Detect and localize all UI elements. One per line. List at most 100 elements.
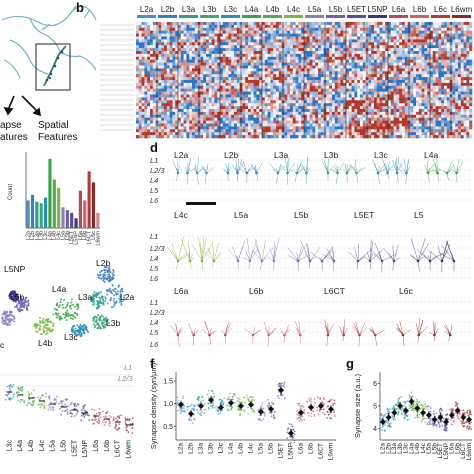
heatmap-cell — [379, 71, 383, 75]
heatmap-cell — [393, 42, 397, 46]
heatmap-cell — [455, 71, 459, 75]
heatmap-cell — [245, 71, 249, 75]
heatmap-cell — [357, 53, 361, 58]
umap-point — [120, 287, 123, 290]
heatmap-cell — [270, 88, 274, 92]
heatmap-cell — [264, 68, 268, 72]
heatmap-cell — [248, 51, 252, 55]
heatmap-cell — [217, 111, 221, 116]
heatmap-cell — [463, 123, 467, 127]
heatmap-cell — [211, 135, 215, 139]
heatmap-cell — [348, 22, 352, 26]
heatmap-cell — [164, 120, 168, 124]
heatmap-cell — [360, 45, 364, 49]
heatmap-cell — [371, 22, 375, 26]
heatmap-cell — [371, 33, 375, 37]
heatmap-cell — [410, 36, 414, 40]
heatmap-cell — [290, 132, 294, 136]
heatmap-cell — [236, 100, 240, 104]
heatmap-cell — [186, 39, 190, 43]
heatmap-cell — [444, 59, 448, 63]
heatmap-cell — [393, 126, 397, 130]
heatmap-cell — [332, 103, 336, 107]
heatmap-cell — [192, 135, 196, 139]
heatmap-cell — [446, 88, 450, 92]
heatmap-cell — [376, 74, 380, 78]
heatmap-cell — [287, 135, 291, 139]
heatmap-cell — [334, 82, 338, 87]
heatmap-cell — [404, 39, 408, 43]
heatmap-cell — [180, 65, 184, 69]
heatmap-cell — [301, 85, 305, 89]
heatmap-cell — [250, 80, 254, 84]
heatmap-cell — [147, 59, 151, 63]
heatmap-cell — [220, 97, 224, 101]
heatmap-cell — [424, 56, 428, 60]
heatmap-cell — [245, 22, 249, 26]
heatmap-cell — [186, 53, 190, 58]
heatmap-cell — [466, 135, 470, 139]
heatmap-cell — [320, 48, 324, 52]
heatmap-cell — [141, 74, 145, 78]
heatmap-cell — [458, 103, 462, 107]
heatmap-cell — [334, 30, 338, 34]
heatmap-cell — [186, 45, 190, 49]
heatmap-cell — [189, 120, 193, 124]
heatmap-cell — [315, 56, 319, 60]
heatmap-cell — [306, 100, 310, 104]
heatmap-cell — [172, 123, 176, 127]
heatmap-cell — [368, 48, 372, 52]
heatmap-cell — [326, 65, 330, 69]
heatmap-cell — [444, 132, 448, 136]
heatmap-cell — [416, 120, 420, 124]
heatmap-cell — [396, 48, 400, 52]
heatmap-cell — [144, 22, 148, 26]
heatmap-cell — [360, 132, 364, 136]
heatmap-cell — [169, 135, 173, 139]
heatmap-cell — [169, 88, 173, 92]
heatmap-cell — [136, 106, 140, 110]
heatmap-cell — [312, 91, 316, 95]
heatmap-cell — [217, 129, 221, 133]
heatmap-cell — [298, 80, 302, 84]
heatmap-cell — [256, 126, 260, 130]
heatmap-cell — [382, 106, 386, 110]
heatmap-cell — [248, 68, 252, 72]
heatmap-header-bar — [284, 15, 303, 18]
heatmap-cell — [158, 36, 162, 40]
heatmap-cell — [301, 100, 305, 104]
heatmap-cell — [245, 129, 249, 133]
heatmap-cell — [430, 91, 434, 95]
heatmap-cell — [183, 65, 187, 69]
heatmap-cell — [306, 129, 310, 133]
heatmap-cell — [346, 82, 350, 87]
heatmap-cell — [284, 120, 288, 124]
heatmap-cell — [385, 68, 389, 72]
heatmap-cell — [332, 56, 336, 60]
heatmap-cell — [262, 22, 266, 26]
heatmap-cell — [245, 68, 249, 72]
heatmap-cell — [138, 82, 142, 87]
heatmap-cell — [298, 103, 302, 107]
heatmap-cell — [418, 103, 422, 107]
heatmap-cell — [343, 132, 347, 136]
heatmap-cell — [276, 103, 280, 107]
heatmap-cell — [234, 53, 238, 58]
heatmap-cell — [234, 65, 238, 69]
heatmap-cell — [250, 111, 254, 116]
heatmap-cell — [396, 42, 400, 46]
heatmap-cell — [180, 74, 184, 78]
heatmap-cell — [374, 48, 378, 52]
heatmap-cell — [267, 80, 271, 84]
heatmap-cell — [290, 97, 294, 101]
heatmap-cell — [466, 100, 470, 104]
heatmap-cell — [399, 77, 403, 81]
heatmap-cell — [455, 68, 459, 72]
heatmap-cell — [309, 51, 313, 55]
heatmap-cell — [231, 27, 235, 31]
heatmap-cell — [166, 88, 170, 92]
heatmap-cell — [301, 82, 305, 87]
heatmap-cell — [432, 27, 436, 31]
heatmap-cell — [228, 24, 232, 29]
heatmap-header-label: L5ET — [347, 5, 366, 14]
